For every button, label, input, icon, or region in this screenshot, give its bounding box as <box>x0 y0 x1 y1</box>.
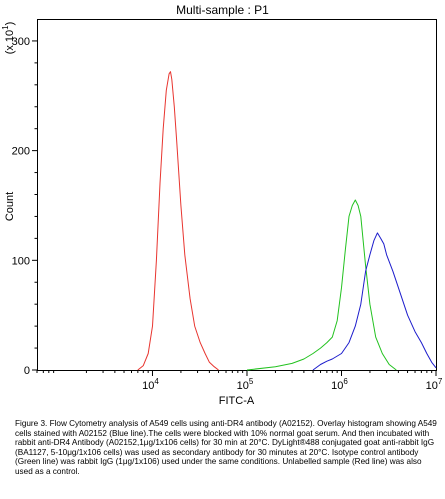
x-axis-label: FITC-A <box>219 395 255 407</box>
histogram-line-1 <box>137 71 219 371</box>
x-tick-label: 104 <box>142 377 159 392</box>
y-multiplier-label: (x 101) <box>1 22 16 55</box>
y-tick-label: 0 <box>24 365 30 377</box>
histogram-line-3 <box>312 232 437 371</box>
y-tick-label: 100 <box>12 255 30 267</box>
x-tick-label: 106 <box>331 377 348 392</box>
y-tick-label: 200 <box>12 146 30 158</box>
x-tick-label: 105 <box>237 377 254 392</box>
histogram-line-2 <box>246 199 397 371</box>
chart-title: Multi-sample : P1 <box>176 3 269 17</box>
figure-caption: Figure 3. Flow Cytometry analysis of A54… <box>15 419 437 476</box>
flow-histogram-chart: 0 100 200 300 104 105 106 107 FITC-A Count (x 101) <box>1 22 443 407</box>
plot-area <box>37 19 437 371</box>
x-tick-label: 107 <box>426 377 443 392</box>
y-axis-label: Count <box>4 192 16 221</box>
y-tick-label: 300 <box>12 36 30 48</box>
